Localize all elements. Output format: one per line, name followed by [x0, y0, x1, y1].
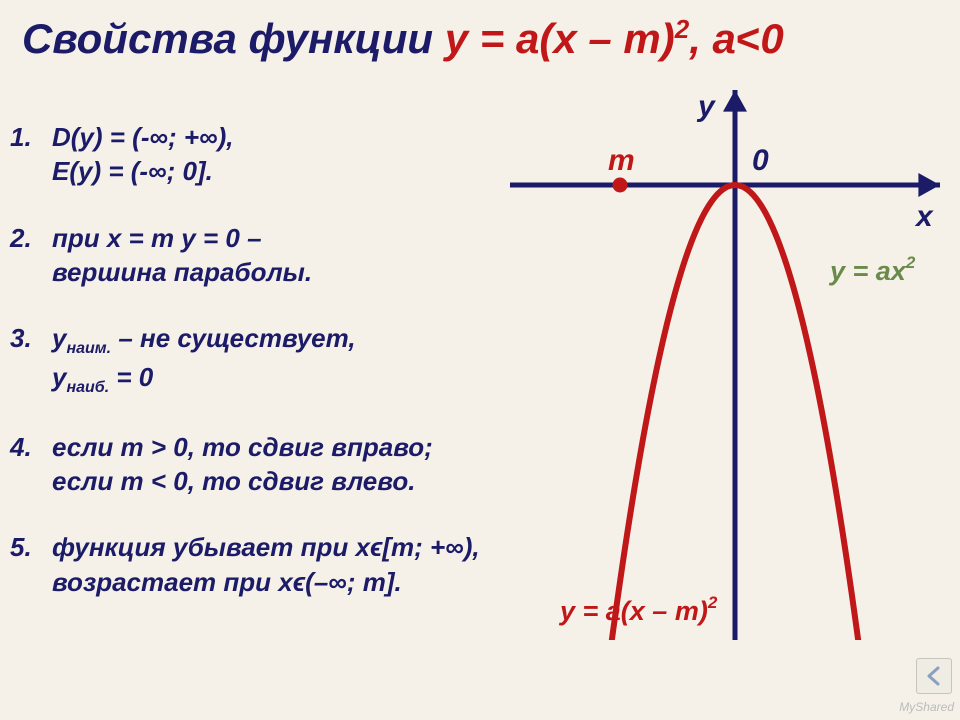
chart-area: у х 0 m у = ах2 у = а(х – m)2 — [490, 80, 950, 640]
property-item: 2.при х = m у = 0 –вершина параболы. — [10, 221, 500, 290]
property-number: 1. — [10, 120, 52, 189]
svg-text:у: у — [696, 90, 716, 123]
property-item: 4.если m > 0, то сдвиг вправо;если m < 0… — [10, 430, 500, 499]
properties-list: 1.D(y) = (-∞; +∞),Е(у) = (-∞; 0].2.при х… — [10, 120, 500, 631]
property-item: 1.D(y) = (-∞; +∞),Е(у) = (-∞; 0]. — [10, 120, 500, 189]
svg-text:х: х — [914, 200, 934, 233]
property-number: 2. — [10, 221, 52, 290]
title-lt: < — [736, 15, 761, 62]
svg-text:0: 0 — [752, 144, 769, 177]
svg-text:m: m — [608, 144, 635, 177]
title-eq-sup: 2 — [675, 14, 689, 44]
property-item: 5.функция убывает при хϵ[m; +∞),возраста… — [10, 530, 500, 599]
property-body: при х = m у = 0 –вершина параболы. — [52, 221, 500, 290]
property-body: D(y) = (-∞; +∞),Е(у) = (-∞; 0]. — [52, 120, 500, 189]
page-title: Свойства функции у = а(х – m)2, а<0 — [22, 14, 784, 63]
property-body: унаим. – не существует,унаиб. = 0 — [52, 321, 500, 398]
prev-button[interactable] — [916, 658, 952, 694]
title-eq-post: , а — [689, 15, 736, 62]
watermark: MyShared — [899, 700, 954, 714]
title-zero: 0 — [760, 15, 783, 62]
property-number: 3. — [10, 321, 52, 398]
svg-text:у = а(х – m)2: у = а(х – m)2 — [558, 593, 718, 626]
svg-text:у = ах2: у = ах2 — [828, 253, 916, 286]
property-item: 3.унаим. – не существует,унаиб. = 0 — [10, 321, 500, 398]
property-number: 4. — [10, 430, 52, 499]
chevron-left-icon — [923, 665, 945, 687]
title-left: Свойства функции — [22, 15, 445, 62]
title-eq-pre: у = а(х – m) — [445, 15, 675, 62]
property-body: если m > 0, то сдвиг вправо;если m < 0, … — [52, 430, 500, 499]
property-body: функция убывает при хϵ[m; +∞),возрастает… — [52, 530, 500, 599]
property-number: 5. — [10, 530, 52, 599]
